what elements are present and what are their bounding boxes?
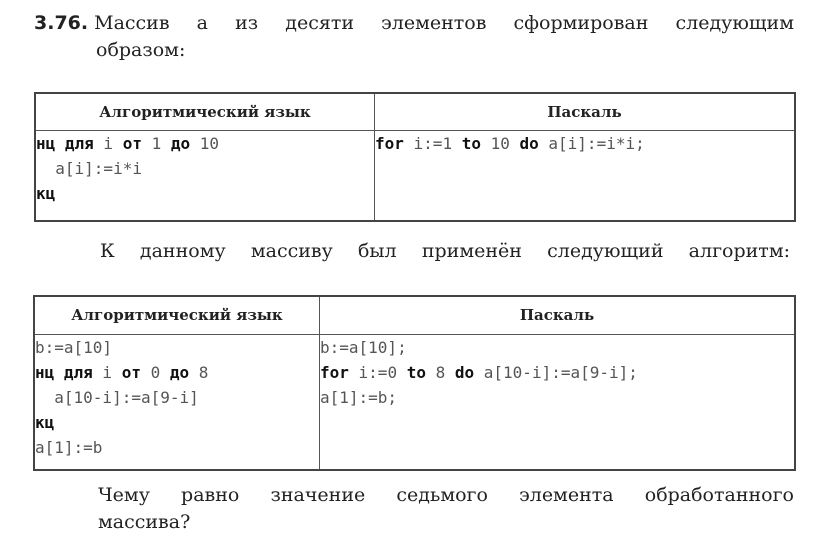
problem-text-line1: Массив a из десяти элементов сформирован… [94,12,794,34]
problem-number: 3.76. [34,12,89,34]
code-line: b:=a[10]; [320,335,794,360]
algorithmic-code: b:=a[10] нц для i от 0 до 8 a[10-i]:=a[9-… [33,333,320,471]
code-keyword: от [122,134,142,153]
problem-text-line2: образом: [96,39,186,61]
code-keyword: до [169,362,190,382]
code-text: a[i]:=i*i [36,159,142,178]
code-keyword: нц для [35,362,93,382]
transition-text: К данному массиву был применён следующий… [100,240,790,262]
code-text: 10 [190,134,220,153]
code-keyword: to [406,362,426,382]
code-line: кц [35,410,319,435]
header-algorithmic-language: Алгоритмический язык [33,295,320,335]
code-line: нц для i от 1 до 10 [36,131,374,156]
code-line: b:=a[10] [35,335,319,360]
code-keyword: do [454,362,475,382]
question: Чему равно значение седьмого элемента об… [98,482,794,536]
code-keyword: кц [35,412,55,432]
code-keyword: for [320,362,349,382]
code-text: i [92,362,122,382]
code-text: b:=a[10] [35,337,113,357]
code-text: i:=0 [348,362,407,382]
code-keyword: до [170,134,191,153]
pascal-code: b:=a[10]; for i:=0 to 8 do a[10-i]:=a[9-i… [319,333,796,471]
code-text: i [93,134,123,153]
code-text: 8 [189,362,209,382]
header-algorithmic-language: Алгоритмический язык [34,92,375,131]
algorithm-code-table: Алгоритмический язык Паскаль b:=a[10] нц д… [33,295,796,471]
code-text: a[10-i]:=a[9-i] [35,387,199,407]
pascal-code: for i:=1 to 10 do a[i]:=i*i; [374,130,796,222]
question-line2: массива? [98,511,191,533]
code-line: нц для i от 0 до 8 [35,360,319,385]
algorithmic-code: нц для i от 1 до 10 a[i]:=i*i кц [34,130,375,222]
code-keyword: for [375,134,404,153]
code-text: i:=1 [403,134,462,153]
code-text: a[10-i]:=a[9-i]; [474,362,638,382]
code-text: a[1]:=b [35,437,103,457]
code-keyword: to [461,134,481,153]
code-keyword: do [519,134,539,153]
code-text: 8 [425,362,455,382]
code-line: a[10-i]:=a[9-i] [35,385,319,410]
code-text: b:=a[10]; [320,337,407,357]
code-line: a[1]:=b [35,435,319,460]
code-text: 1 [141,134,171,153]
code-line: a[1]:=b; [320,385,794,410]
code-text: a[1]:=b; [320,387,398,407]
code-line: for i:=0 to 8 do a[10-i]:=a[9-i]; [320,360,794,385]
code-keyword: от [121,362,141,382]
code-keyword: нц для [36,134,94,153]
question-line1: Чему равно значение седьмого элемента об… [98,484,794,506]
code-text: 0 [140,362,170,382]
header-pascal: Паскаль [319,295,796,335]
problem-statement: 3.76. Массив a из десяти элементов сформи… [34,10,794,64]
code-line: a[i]:=i*i [36,156,374,181]
initialization-code-table: Алгоритмический язык Паскаль нц для i от … [34,92,796,222]
code-keyword: кц [36,184,56,203]
code-line: for i:=1 to 10 do a[i]:=i*i; [375,131,794,156]
header-pascal: Паскаль [374,92,796,131]
code-text: 10 [480,134,520,153]
code-text: a[i]:=i*i; [538,134,645,153]
code-line: кц [36,181,374,206]
